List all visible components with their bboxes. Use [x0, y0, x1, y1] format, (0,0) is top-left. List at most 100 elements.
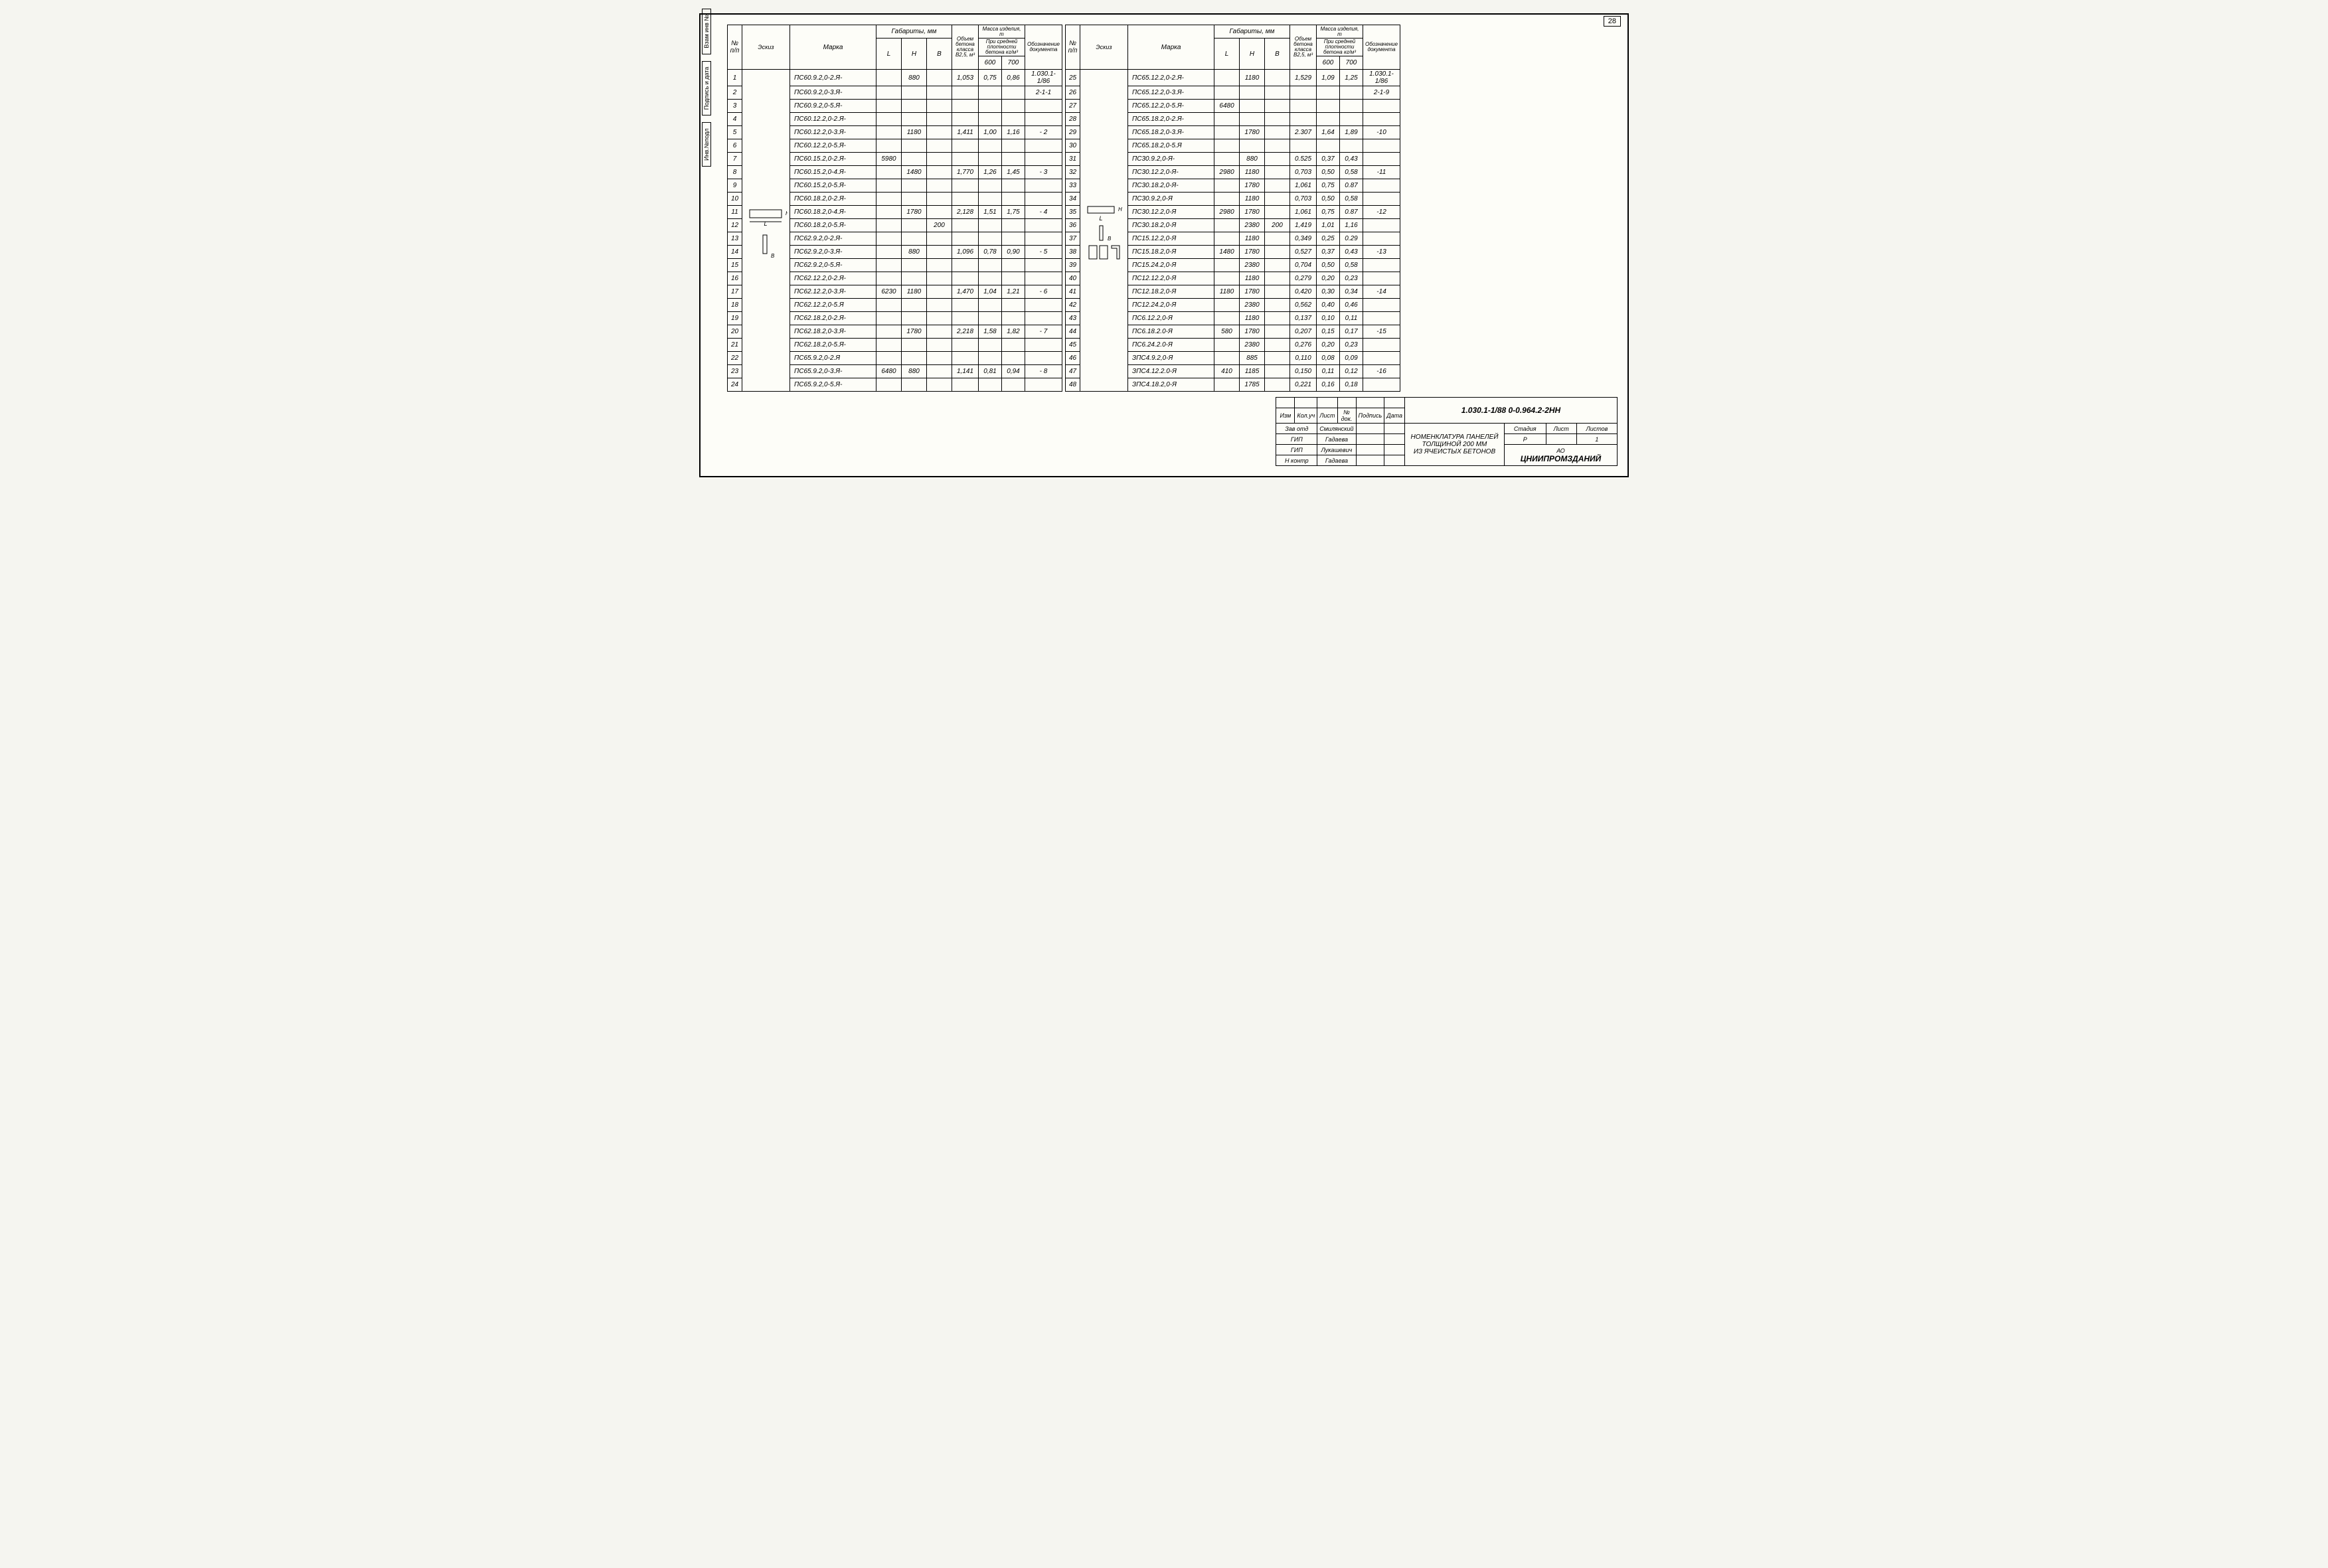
dim-L — [876, 325, 902, 339]
volume: 0,279 — [1290, 272, 1317, 285]
marka-cell: ПС30.12.2,0-Я — [1128, 206, 1214, 219]
marka-cell: ПС60.15.2,0-4.Я- — [790, 166, 876, 179]
volume — [1290, 86, 1317, 100]
dim-B — [1265, 378, 1290, 392]
dim-L — [876, 246, 902, 259]
tb-col: Подпись — [1356, 408, 1384, 424]
row-num: 36 — [1066, 219, 1080, 232]
name: Гадаева — [1317, 455, 1356, 466]
dim-H — [902, 232, 927, 246]
svg-text:B: B — [771, 253, 775, 259]
volume — [1290, 113, 1317, 126]
hdr-gab: Габариты, мм — [876, 25, 952, 39]
mass-600: 0,40 — [1317, 299, 1340, 312]
hdr-H: H — [1240, 39, 1265, 70]
doc-ref — [1025, 193, 1062, 206]
doc-ref: - 7 — [1025, 325, 1062, 339]
dim-L — [876, 70, 902, 86]
marka-cell: ПС65.18.2,0-2.Я- — [1128, 113, 1214, 126]
mass-600: 1,58 — [979, 325, 1002, 339]
row-num: 10 — [728, 193, 742, 206]
mass-700: 1,21 — [1002, 285, 1025, 299]
dim-B — [927, 325, 952, 339]
dim-B — [1265, 246, 1290, 259]
dim-L: 6230 — [876, 285, 902, 299]
volume — [1290, 139, 1317, 153]
dim-L — [1214, 259, 1240, 272]
dim-H: 880 — [1240, 153, 1265, 166]
marka-cell: ПС62.9.2,0-3.Я- — [790, 246, 876, 259]
hdr-B: B — [1265, 39, 1290, 70]
dim-B — [1265, 312, 1290, 325]
dim-L: 410 — [1214, 365, 1240, 378]
hdr-doc: Обозначение документа — [1363, 25, 1400, 70]
role: Н контр — [1276, 455, 1317, 466]
dim-L — [1214, 126, 1240, 139]
volume: 0.525 — [1290, 153, 1317, 166]
mass-600: 0,16 — [1317, 378, 1340, 392]
mass-600 — [1317, 113, 1340, 126]
mass-600 — [979, 378, 1002, 392]
volume: 0,150 — [1290, 365, 1317, 378]
dim-L — [876, 378, 902, 392]
dim-B — [927, 232, 952, 246]
hdr-mass-sub: При средней плотности бетона кг/м³ — [979, 39, 1025, 56]
marka-cell: ПС60.9.2,0-5.Я- — [790, 100, 876, 113]
row-num: 11 — [728, 206, 742, 219]
mass-700: 0,11 — [1340, 312, 1363, 325]
doc-ref — [1025, 312, 1062, 325]
hdr-np: № п/п — [728, 25, 742, 70]
mass-600: 0,75 — [1317, 179, 1340, 193]
row-num: 29 — [1066, 126, 1080, 139]
dim-H — [902, 352, 927, 365]
hdr-L: L — [876, 39, 902, 70]
marka-cell: ПС60.12.2,0-3.Я- — [790, 126, 876, 139]
dim-B — [927, 153, 952, 166]
right-table-body: 25 L H B ПС65.12.2,0-2.Я-11801,5291,091,… — [1066, 70, 1400, 392]
dim-L — [876, 193, 902, 206]
dim-B — [927, 166, 952, 179]
dim-B — [927, 378, 952, 392]
side-label: Подпись и дата — [702, 60, 711, 116]
mass-700: 0,23 — [1340, 272, 1363, 285]
dim-L — [1214, 339, 1240, 352]
row-num: 15 — [728, 259, 742, 272]
dim-H: 880 — [902, 365, 927, 378]
dim-B — [1265, 339, 1290, 352]
dim-B — [1265, 259, 1290, 272]
marka-cell: ПС65.9.2,0-3.Я- — [790, 365, 876, 378]
marka-cell: ПС65.12.2,0-5.Я- — [1128, 100, 1214, 113]
doc-ref — [1363, 100, 1400, 113]
marka-cell: ПС60.18.2,0-2.Я- — [790, 193, 876, 206]
mass-600: 0,81 — [979, 365, 1002, 378]
marka-cell: ПС30.18.2,0-Я- — [1128, 179, 1214, 193]
marka-cell: ПС12.18.2,0-Я — [1128, 285, 1214, 299]
side-label: Инв.№подл — [702, 122, 711, 167]
dim-B — [927, 206, 952, 219]
row-num: 30 — [1066, 139, 1080, 153]
dim-B — [927, 86, 952, 100]
row-num: 41 — [1066, 285, 1080, 299]
dim-H — [1240, 139, 1265, 153]
dim-B — [1265, 126, 1290, 139]
mass-700: 0,17 — [1340, 325, 1363, 339]
dim-L — [876, 206, 902, 219]
marka-cell: ПС65.12.2,0-2.Я- — [1128, 70, 1214, 86]
mass-700 — [1002, 312, 1025, 325]
marka-cell: ЗПС4.9.2,0-Я — [1128, 352, 1214, 365]
doc-ref — [1025, 179, 1062, 193]
dim-B — [1265, 299, 1290, 312]
name: Гадаева — [1317, 434, 1356, 445]
marka-cell: ПС6.24.2.0-Я — [1128, 339, 1214, 352]
mass-600: 1,01 — [1317, 219, 1340, 232]
row-num: 34 — [1066, 193, 1080, 206]
row-num: 47 — [1066, 365, 1080, 378]
row-num: 19 — [728, 312, 742, 325]
dim-H: 2380 — [1240, 219, 1265, 232]
dim-L — [876, 100, 902, 113]
marka-cell: ПС12.24.2,0-Я — [1128, 299, 1214, 312]
row-num: 25 — [1066, 70, 1080, 86]
mass-700 — [1002, 139, 1025, 153]
mass-700: 0,23 — [1340, 339, 1363, 352]
dim-L — [1214, 232, 1240, 246]
